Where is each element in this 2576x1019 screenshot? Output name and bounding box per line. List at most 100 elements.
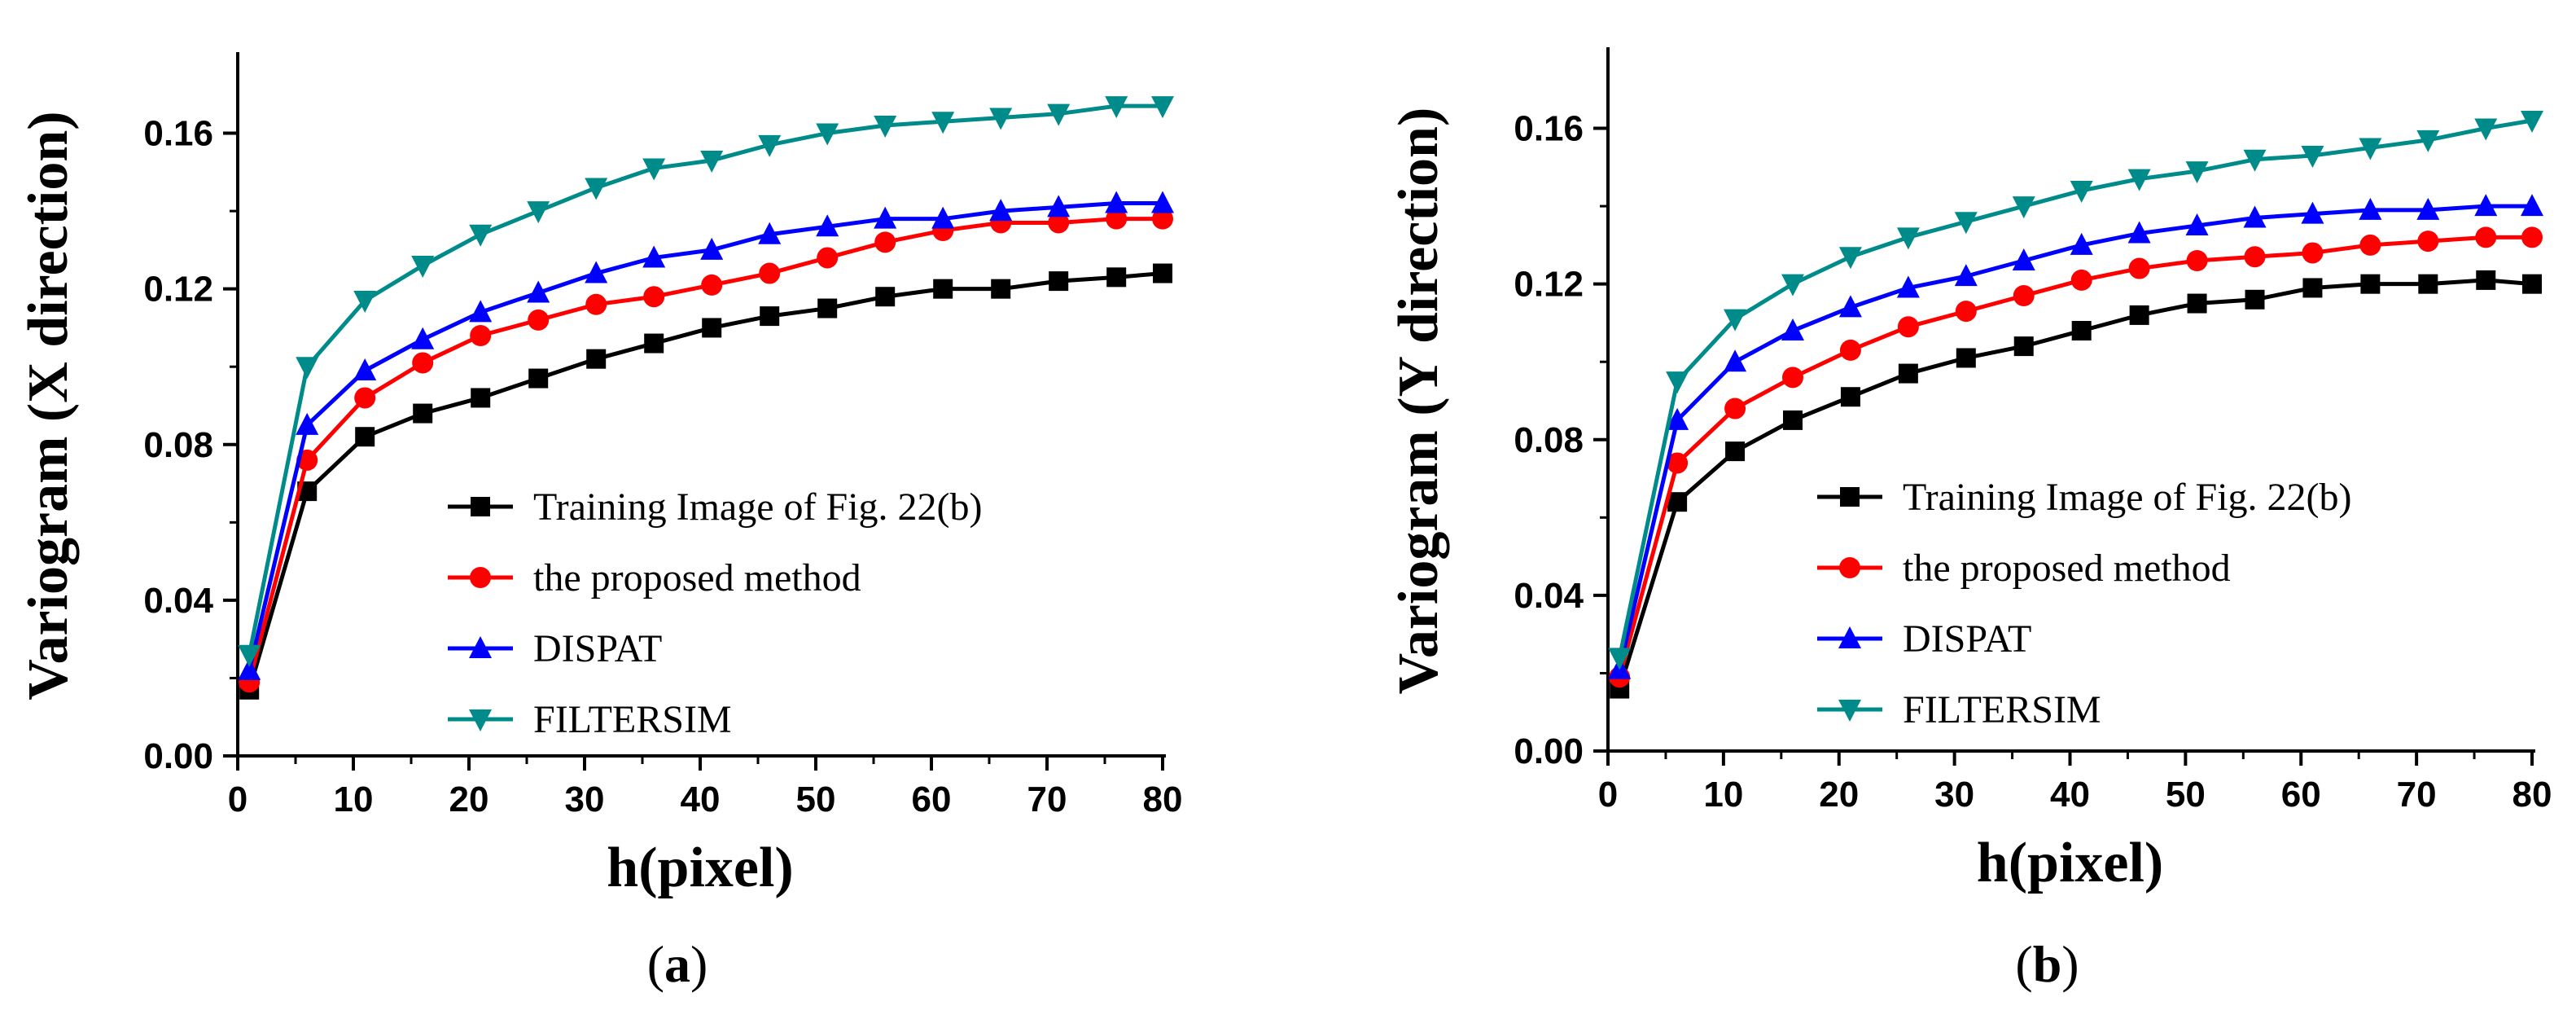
series-0 <box>239 263 1172 700</box>
data-point <box>1954 212 1978 235</box>
data-point <box>2417 231 2439 253</box>
y-tick-label: 0.00 <box>1514 731 1584 771</box>
legend-marker <box>469 636 492 658</box>
data-point <box>2185 213 2209 235</box>
data-point <box>1955 301 1977 323</box>
data-point <box>1956 348 1976 368</box>
data-point <box>1106 208 1128 230</box>
x-tick-label: 40 <box>681 780 721 819</box>
data-point <box>1896 227 1920 250</box>
data-point <box>931 112 955 134</box>
data-point <box>2474 118 2498 141</box>
data-point <box>817 298 838 318</box>
data-point <box>1667 452 1689 474</box>
y-axis-title: Variogram (Y direction) <box>1387 108 1450 695</box>
data-point <box>353 358 377 380</box>
legend-label: Training Image of Fig. 22(b) <box>533 485 983 529</box>
legend-entry: Training Image of Fig. 22(b) <box>1817 476 2352 519</box>
data-point <box>2013 285 2035 306</box>
x-tick-label: 30 <box>565 780 605 819</box>
data-point <box>1152 208 1173 230</box>
legend-marker <box>1840 487 1860 507</box>
data-point <box>1781 318 1804 340</box>
data-point <box>643 286 665 308</box>
legend-label: FILTERSIM <box>533 698 732 741</box>
data-point <box>1153 263 1172 283</box>
data-point <box>470 325 492 346</box>
data-point <box>759 262 781 284</box>
data-point <box>2418 274 2438 294</box>
x-tick-label: 0 <box>1598 775 1618 815</box>
legend-entry: Training Image of Fig. 22(b) <box>448 485 983 529</box>
data-point <box>1781 274 1804 296</box>
x-tick-label: 20 <box>449 780 489 819</box>
data-point <box>2129 305 2149 325</box>
data-point <box>1049 271 1069 292</box>
chart-panel-b: 0 10 20 30 40 50 60 70 80 0.00 0.04 0.08 0.12 0.16 h(p… <box>1387 47 2552 993</box>
data-point <box>2521 111 2543 133</box>
x-axis-title: h(pixel) <box>607 837 793 899</box>
legend-entry: DISPAT <box>448 627 662 670</box>
data-point <box>2359 234 2381 256</box>
data-point <box>1047 103 1071 126</box>
data-point <box>816 123 839 146</box>
data-point <box>758 222 782 244</box>
data-point <box>585 178 608 200</box>
data-point <box>1954 264 1978 287</box>
data-point <box>412 352 434 374</box>
y-tick-label: 0.00 <box>143 736 213 776</box>
data-point <box>1783 410 1803 430</box>
data-point <box>1898 363 1918 384</box>
data-point <box>411 327 435 349</box>
data-point <box>2070 232 2093 255</box>
data-point <box>296 412 319 435</box>
data-point <box>2476 270 2496 290</box>
data-point <box>989 108 1013 130</box>
data-point <box>2127 169 2151 191</box>
data-point <box>2013 336 2034 357</box>
data-point <box>2416 130 2440 152</box>
data-point <box>2359 197 2382 220</box>
series-3 <box>238 96 1174 667</box>
data-point <box>2474 194 2498 217</box>
data-point <box>816 214 839 237</box>
data-point <box>700 237 724 260</box>
data-point <box>1838 295 1862 318</box>
data-point <box>1839 339 1861 361</box>
series-2 <box>1608 194 2543 679</box>
series-3 <box>1608 111 2543 670</box>
data-point <box>2301 201 2324 224</box>
legend-label: DISPAT <box>1903 617 2031 661</box>
y-tick-label: 0.16 <box>1514 109 1584 149</box>
y-tick-label: 0.08 <box>1514 420 1584 460</box>
data-point <box>874 231 896 253</box>
data-point <box>933 279 953 299</box>
data-point <box>1896 275 1920 298</box>
data-point <box>1838 247 1862 270</box>
legend-entry: FILTERSIM <box>448 698 732 741</box>
data-point <box>2302 278 2323 298</box>
data-point <box>701 274 723 296</box>
legend-label: DISPAT <box>533 627 662 670</box>
data-point <box>2301 146 2324 168</box>
panel-label: (a) <box>647 935 708 993</box>
legend: Training Image of Fig. 22(b) the proposed… <box>1817 476 2352 731</box>
legend-label: the proposed method <box>533 556 861 600</box>
data-point <box>355 427 375 447</box>
data-point <box>2012 196 2035 219</box>
data-point <box>2070 181 2093 203</box>
data-point <box>1151 96 1174 119</box>
y-axis-title: Variogram (X direction) <box>17 111 80 700</box>
data-point <box>527 280 550 303</box>
data-point <box>989 199 1013 222</box>
data-point <box>1666 407 1689 430</box>
data-point <box>1047 195 1071 217</box>
x-tick-label: 50 <box>2166 775 2206 815</box>
data-point <box>1725 441 1746 462</box>
x-tick-label: 40 <box>2050 775 2090 815</box>
data-point <box>353 291 377 313</box>
data-point <box>586 349 607 369</box>
series-0 <box>1610 270 2542 699</box>
series-2 <box>238 191 1174 680</box>
